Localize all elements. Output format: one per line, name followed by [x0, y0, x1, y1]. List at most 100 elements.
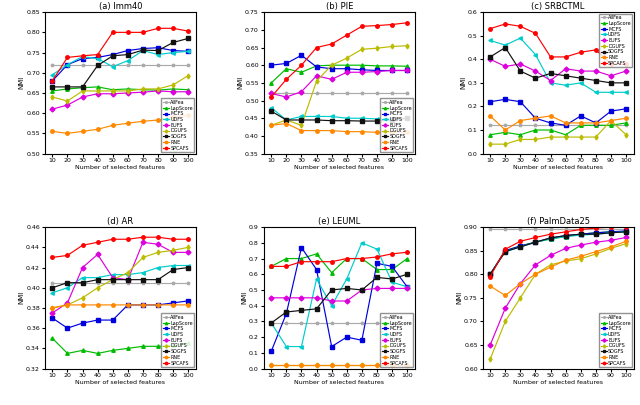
- SOGFS: [516, 69, 524, 74]
- UDFS: [282, 344, 290, 349]
- RNE: [109, 123, 116, 128]
- DGUFS: [516, 295, 524, 300]
- LapScore: [403, 64, 411, 69]
- DGUFS: [403, 43, 411, 48]
- Title: (a) Imm40: (a) Imm40: [99, 2, 142, 11]
- EUFS: [184, 90, 192, 94]
- EUFS: [109, 92, 116, 96]
- RNE: [532, 116, 540, 121]
- SOGFS: [328, 288, 335, 292]
- Legend: AllFea, LapScore, MCFS, UDFS, EUFS, DGUFS, SOGFS, RNE, SPCAFS: AllFea, LapScore, MCFS, UDFS, EUFS, DGUF…: [599, 313, 632, 367]
- UDFS: [532, 240, 540, 245]
- SPCAFS: [486, 274, 494, 279]
- EUFS: [516, 281, 524, 286]
- RNE: [486, 284, 494, 288]
- SOGFS: [298, 117, 305, 122]
- LapScore: [373, 267, 381, 272]
- Line: LapScore: LapScore: [269, 64, 409, 85]
- UDFS: [547, 237, 554, 241]
- SPCAFS: [170, 26, 177, 31]
- MCFS: [313, 64, 321, 69]
- MCFS: [501, 248, 509, 253]
- EUFS: [403, 68, 411, 73]
- LapScore: [154, 88, 162, 93]
- UDFS: [154, 52, 162, 57]
- AllFea: [124, 62, 132, 67]
- RNE: [124, 303, 132, 307]
- UDFS: [607, 90, 615, 95]
- LapScore: [343, 256, 351, 261]
- DGUFS: [94, 89, 102, 94]
- LapScore: [282, 256, 290, 261]
- Line: UDFS: UDFS: [488, 36, 628, 94]
- SPCAFS: [328, 42, 335, 47]
- UDFS: [63, 62, 71, 67]
- EUFS: [486, 343, 494, 347]
- DGUFS: [49, 95, 56, 100]
- EUFS: [577, 69, 584, 74]
- SOGFS: [282, 309, 290, 314]
- MCFS: [124, 48, 132, 53]
- DGUFS: [516, 137, 524, 142]
- AllFea: [388, 90, 396, 95]
- EUFS: [501, 64, 509, 69]
- AllFea: [109, 62, 116, 67]
- Line: RNE: RNE: [488, 114, 628, 132]
- LapScore: [486, 272, 494, 277]
- UDFS: [313, 114, 321, 119]
- SPCAFS: [298, 259, 305, 264]
- RNE: [313, 128, 321, 133]
- LapScore: [501, 130, 509, 135]
- EUFS: [607, 73, 615, 78]
- MCFS: [607, 109, 615, 113]
- SPCAFS: [373, 23, 381, 28]
- LapScore: [577, 123, 584, 128]
- EUFS: [373, 69, 381, 74]
- SOGFS: [516, 245, 524, 249]
- MCFS: [532, 116, 540, 121]
- SOGFS: [282, 117, 290, 122]
- EUFS: [282, 95, 290, 100]
- LapScore: [268, 264, 275, 269]
- RNE: [282, 363, 290, 368]
- SOGFS: [501, 45, 509, 50]
- AllFea: [298, 90, 305, 95]
- LapScore: [79, 85, 86, 90]
- AllFea: [124, 280, 132, 285]
- Y-axis label: NMI: NMI: [241, 291, 248, 305]
- MCFS: [486, 272, 494, 277]
- LapScore: [313, 252, 321, 256]
- AllFea: [170, 62, 177, 67]
- Line: EUFS: EUFS: [488, 236, 628, 347]
- X-axis label: Number of selected features: Number of selected features: [513, 165, 603, 170]
- DGUFS: [532, 272, 540, 277]
- AllFea: [532, 123, 540, 128]
- AllFea: [139, 62, 147, 67]
- DGUFS: [562, 134, 570, 139]
- AllFea: [313, 90, 321, 95]
- UDFS: [328, 114, 335, 119]
- SOGFS: [343, 118, 351, 123]
- LapScore: [592, 123, 600, 128]
- RNE: [268, 363, 275, 368]
- EUFS: [592, 69, 600, 74]
- SPCAFS: [139, 30, 147, 35]
- DGUFS: [358, 47, 365, 52]
- SPCAFS: [388, 22, 396, 27]
- Legend: AllFea, LapScore, MCFS, UDFS, EUFS, DGUFS, SOGFS, RNE, SPCAFS: AllFea, LapScore, MCFS, UDFS, EUFS, DGUF…: [161, 313, 195, 367]
- MCFS: [328, 66, 335, 71]
- Line: UDFS: UDFS: [488, 230, 628, 276]
- MCFS: [607, 229, 615, 234]
- MCFS: [577, 113, 584, 118]
- Line: UDFS: UDFS: [51, 49, 190, 77]
- LapScore: [388, 267, 396, 272]
- EUFS: [139, 90, 147, 95]
- AllFea: [343, 90, 351, 95]
- EUFS: [79, 95, 86, 100]
- SPCAFS: [622, 62, 630, 66]
- LapScore: [562, 132, 570, 137]
- SPCAFS: [328, 259, 335, 264]
- SOGFS: [109, 277, 116, 282]
- SOGFS: [49, 285, 56, 290]
- DGUFS: [298, 123, 305, 128]
